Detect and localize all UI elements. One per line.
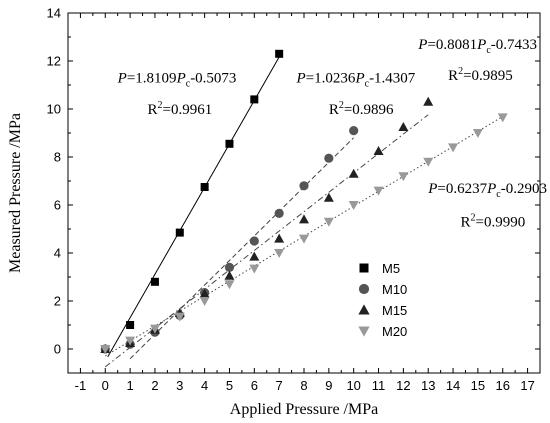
x-tick-label: 0 (102, 378, 109, 393)
x-tick-label: 15 (471, 378, 485, 393)
point-m15 (323, 192, 334, 202)
point-m15 (224, 270, 235, 280)
point-m10 (249, 236, 259, 246)
point-m15 (373, 146, 384, 155)
point-m5 (275, 49, 284, 58)
x-tick-label: 2 (151, 378, 158, 393)
point-m20 (373, 186, 384, 196)
point-m20 (224, 280, 235, 290)
equation-m20: P=0.6237Pc-0.2903 (427, 181, 547, 200)
y-tick-label: 6 (54, 198, 61, 213)
point-m20 (472, 129, 483, 138)
legend-marker-m15 (358, 304, 370, 315)
legend-label-m5: M5 (382, 261, 400, 276)
x-tick-label: 13 (421, 378, 435, 393)
x-tick-label: 14 (446, 378, 460, 393)
y-tick-label: 12 (47, 54, 61, 69)
equation-m15: P=0.8081Pc-0.7433 (417, 37, 537, 56)
fit-line-m10 (129, 137, 355, 360)
y-tick-label: 0 (54, 342, 61, 357)
x-tick-label: 9 (325, 378, 332, 393)
x-tick-label: 6 (251, 378, 258, 393)
x-tick-label: 8 (300, 378, 307, 393)
r2-m5: R2=0.9961 (147, 100, 212, 118)
x-tick-label: 10 (346, 378, 360, 393)
data-points (100, 49, 508, 354)
x-tick-label: 12 (396, 378, 410, 393)
x-tick-label: 1 (126, 378, 133, 393)
point-m15 (199, 288, 210, 298)
point-m15 (249, 251, 260, 261)
point-m20 (299, 234, 309, 244)
point-m5 (150, 277, 159, 286)
y-tick-label: 8 (54, 150, 61, 165)
legend: M5 M10 M15 M20 (358, 261, 407, 339)
point-m10 (274, 208, 284, 218)
x-tick-label: 7 (276, 378, 283, 393)
point-m20 (398, 172, 409, 182)
point-m5 (200, 183, 209, 191)
point-m20 (448, 143, 459, 153)
plot-frame (67, 12, 541, 374)
x-axis-title: Applied Pressure /MPa (230, 401, 378, 418)
r2-m10: R2=0.9896 (329, 100, 394, 118)
annotations: P=1.8109Pc-0.5073 R2=0.9961 P=1.0236Pc-1.4… (117, 37, 547, 231)
point-m20 (174, 312, 185, 322)
point-m20 (497, 113, 508, 123)
point-m20 (348, 201, 359, 210)
point-m20 (100, 345, 111, 354)
point-m5 (225, 139, 234, 148)
point-m15 (423, 96, 434, 106)
r2-m15: R2=0.9895 (448, 66, 513, 84)
x-tick-label: 5 (226, 378, 233, 393)
y-tick-label: 4 (54, 246, 61, 261)
equation-m10: P=1.0236Pc-1.4307 (296, 71, 416, 90)
legend-label-m15: M15 (382, 303, 407, 318)
point-m15 (398, 122, 409, 131)
point-m10 (299, 181, 309, 191)
y-tick-label: 2 (54, 294, 61, 309)
point-m20 (199, 297, 210, 306)
point-m20 (423, 157, 434, 167)
point-m10 (224, 262, 235, 272)
x-tick-label: 4 (201, 378, 208, 393)
point-m15 (299, 214, 309, 224)
x-tick-label: 11 (372, 378, 386, 393)
legend-label-m10: M10 (382, 282, 407, 297)
equation-m5: P=1.8109Pc-0.5073 (117, 71, 237, 90)
y-tick-label: 10 (47, 102, 61, 117)
point-m10 (324, 153, 334, 163)
legend-marker-m20 (358, 326, 370, 337)
x-tick-label: 16 (496, 378, 510, 393)
fit-line-m5 (107, 56, 280, 358)
legend-marker-m5 (359, 263, 369, 273)
y-axis-title: Measured Pressure /MPa (7, 113, 24, 273)
point-m15 (348, 168, 359, 178)
point-m5 (126, 321, 135, 329)
point-m15 (274, 233, 285, 243)
r2-m20: R2=0.9990 (461, 213, 526, 231)
legend-label-m20: M20 (382, 324, 407, 339)
x-tick-label: 3 (176, 378, 183, 393)
point-m20 (323, 217, 334, 227)
point-m5 (175, 228, 184, 237)
point-m20 (249, 264, 260, 274)
legend-marker-m10 (358, 283, 370, 295)
point-m10 (349, 126, 359, 136)
point-m20 (149, 324, 160, 334)
point-m20 (125, 336, 136, 346)
x-tick-label: 17 (520, 378, 534, 393)
point-m20 (274, 249, 285, 258)
y-tick-label: 14 (47, 6, 61, 21)
x-tick-label: -1 (75, 378, 87, 393)
point-m5 (250, 95, 259, 104)
